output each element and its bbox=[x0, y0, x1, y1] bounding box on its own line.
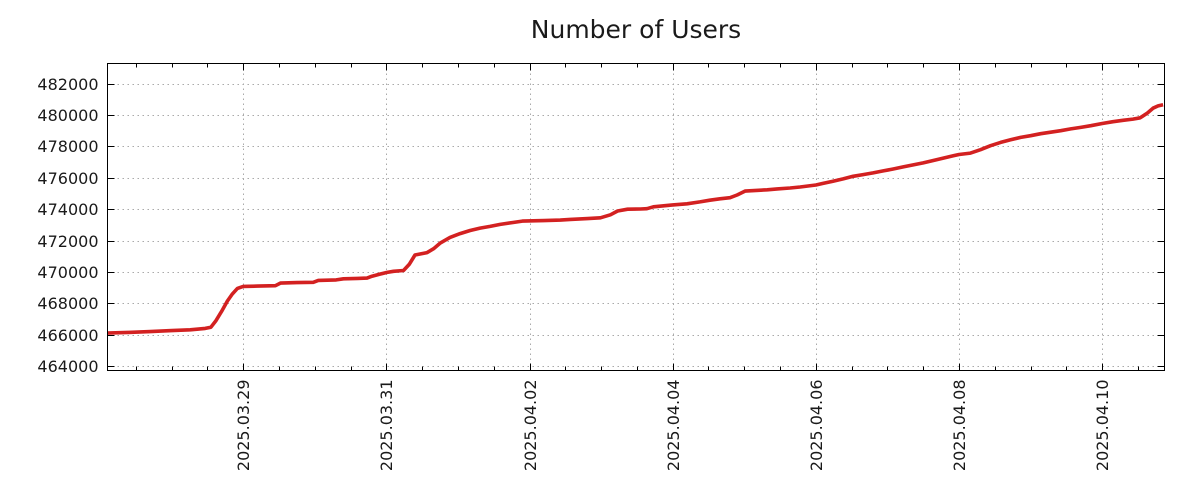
y-tick-label: 476000 bbox=[37, 169, 98, 188]
y-tick-label: 468000 bbox=[37, 294, 98, 313]
y-tick-label: 480000 bbox=[37, 106, 98, 125]
y-tick-label: 482000 bbox=[37, 75, 98, 94]
plot-border bbox=[107, 63, 1165, 371]
x-tick-label: 2025.04.06 bbox=[807, 380, 826, 472]
y-tick-label: 466000 bbox=[37, 326, 98, 345]
y-axis-labels: 464000 466000 468000 470000 472000 474000 4760… bbox=[37, 75, 98, 376]
x-tick-label: 2025.03.29 bbox=[234, 380, 253, 472]
y-tick-label: 472000 bbox=[37, 232, 98, 251]
x-tick-label: 2025.04.04 bbox=[664, 380, 683, 472]
y-tick-label: 474000 bbox=[37, 200, 98, 219]
series-layer bbox=[107, 103, 1164, 335]
x-tick-label: 2025.03.31 bbox=[377, 380, 396, 472]
grid-layer bbox=[107, 63, 1165, 371]
chart-title: Number of Users bbox=[531, 15, 741, 44]
x-axis-labels: 2025.03.29 2025.03.31 2025.04.02 2025.04.04… bbox=[234, 380, 1112, 472]
y-tick-label: 478000 bbox=[37, 137, 98, 156]
series-line-users bbox=[107, 103, 1164, 335]
y-tick-label: 464000 bbox=[37, 357, 98, 376]
x-tick-label: 2025.04.02 bbox=[521, 380, 540, 472]
x-tick-label: 2025.04.10 bbox=[1093, 380, 1112, 472]
y-tick-label: 470000 bbox=[37, 263, 98, 282]
tick-layer bbox=[107, 63, 1165, 371]
x-tick-label: 2025.04.08 bbox=[950, 380, 969, 472]
